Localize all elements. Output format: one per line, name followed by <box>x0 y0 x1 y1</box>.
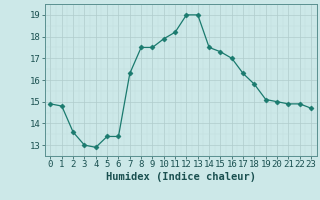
X-axis label: Humidex (Indice chaleur): Humidex (Indice chaleur) <box>106 172 256 182</box>
